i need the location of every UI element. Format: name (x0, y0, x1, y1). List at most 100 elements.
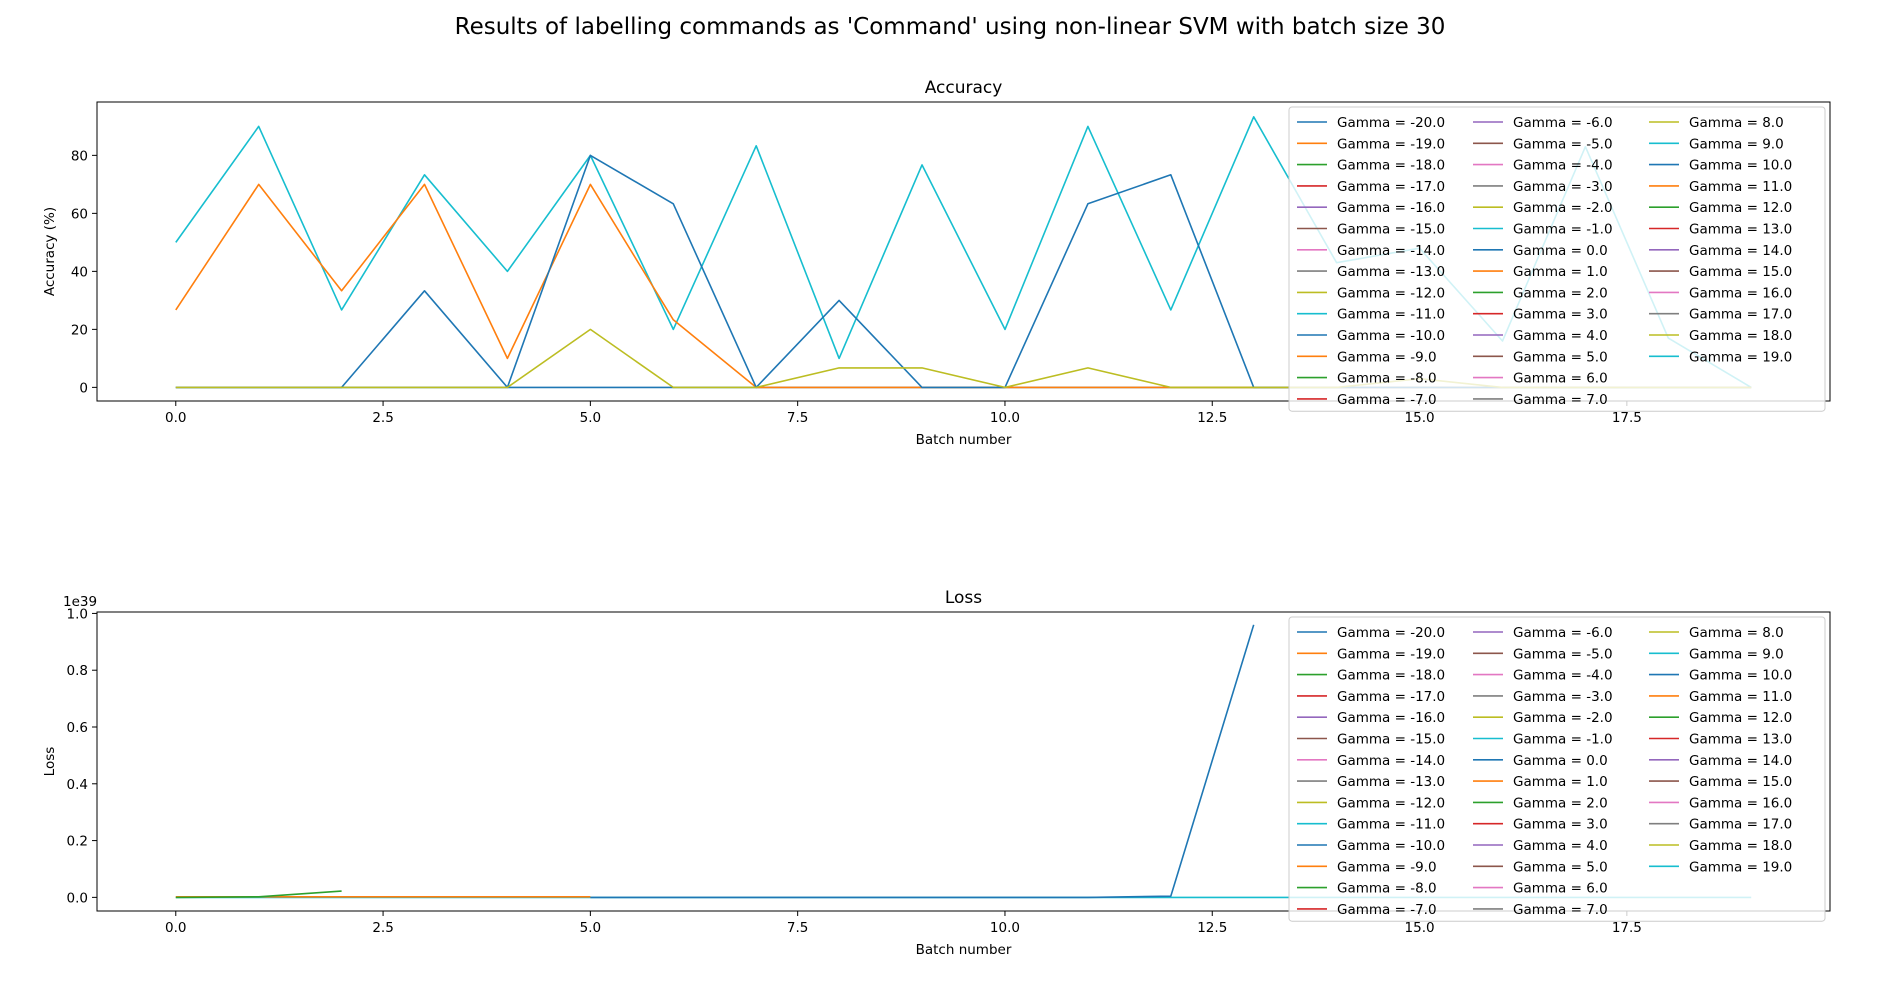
legend-entry: Gamma = -3.0 (1513, 689, 1613, 705)
x-tick-label: 15.0 (1405, 410, 1435, 426)
x-tick-label: 10.0 (990, 920, 1020, 936)
legend-entry: Gamma = -20.0 (1337, 115, 1445, 131)
legend-box (1288, 106, 1826, 412)
x-tick-label: 0.0 (165, 410, 186, 426)
plot-frame (96, 611, 1831, 912)
legend-entry: Gamma = 16.0 (1689, 795, 1792, 811)
legend-entry: Gamma = -7.0 (1337, 902, 1437, 918)
x-tick-label: 2.5 (372, 410, 393, 426)
x-axis-label: Batch number (916, 942, 1012, 958)
legend-entry: Gamma = 3.0 (1513, 307, 1608, 323)
legend-entry: Gamma = 5.0 (1513, 349, 1608, 365)
plot-frame (96, 101, 1831, 402)
legend-entry: Gamma = 10.0 (1689, 158, 1792, 174)
legend-entry: Gamma = -1.0 (1513, 732, 1613, 748)
legend-entry: Gamma = -8.0 (1337, 881, 1437, 897)
legend-entry: Gamma = 4.0 (1513, 838, 1608, 854)
x-tick-label: 7.5 (787, 410, 808, 426)
legend-entry: Gamma = -2.0 (1513, 200, 1613, 216)
x-tick-label: 2.5 (372, 920, 393, 936)
legend-entry: Gamma = -6.0 (1513, 625, 1613, 641)
legend-entry: Gamma = -16.0 (1337, 710, 1445, 726)
series-line-gamma-10-0 (590, 624, 1255, 899)
legend-entry: Gamma = -1.0 (1513, 222, 1613, 238)
chart-title: Accuracy (925, 78, 1003, 98)
x-tick-label: 15.0 (1405, 920, 1435, 936)
legend-entry: Gamma = 9.0 (1689, 136, 1784, 152)
legend-entry: Gamma = 8.0 (1689, 625, 1784, 641)
x-tick-label: 0.0 (165, 920, 186, 936)
y-tick-label: 1.0 (67, 606, 88, 622)
legend-entry: Gamma = -15.0 (1337, 732, 1445, 748)
legend-entry: Gamma = -12.0 (1337, 285, 1445, 301)
chart-title: Loss (945, 588, 982, 608)
legend-entry: Gamma = -9.0 (1337, 859, 1437, 875)
y-tick-label: 0.2 (67, 834, 88, 850)
y-tick-label: 20 (71, 322, 88, 338)
legend-entry: Gamma = -12.0 (1337, 795, 1445, 811)
legend-entry: Gamma = 18.0 (1689, 838, 1792, 854)
legend-entry: Gamma = 0.0 (1513, 753, 1608, 769)
legend-entry: Gamma = 5.0 (1513, 859, 1608, 875)
legend-entry: Gamma = -16.0 (1337, 200, 1445, 216)
legend-entry: Gamma = -8.0 (1337, 371, 1437, 387)
legend-entry: Gamma = 6.0 (1513, 371, 1608, 387)
legend-entry: Gamma = -10.0 (1337, 328, 1445, 344)
legend-entry: Gamma = -19.0 (1337, 646, 1445, 662)
legend-entry: Gamma = 3.0 (1513, 817, 1608, 833)
legend-entry: Gamma = 1.0 (1513, 774, 1608, 790)
legend-entry: Gamma = 15.0 (1689, 774, 1792, 790)
legend-entry: Gamma = 18.0 (1689, 328, 1792, 344)
y-offset-label: 1e39 (63, 594, 97, 610)
x-tick-label: 17.5 (1612, 410, 1642, 426)
legend-entry: Gamma = -18.0 (1337, 668, 1445, 684)
figure-title: Results of labelling commands as 'Comman… (454, 14, 1446, 40)
legend-entry: Gamma = -11.0 (1337, 307, 1445, 323)
legend-entry: Gamma = 14.0 (1689, 243, 1792, 259)
legend-entry: Gamma = -18.0 (1337, 158, 1445, 174)
legend-entry: Gamma = 19.0 (1689, 349, 1792, 365)
y-tick-label: 0.8 (67, 663, 88, 679)
chart-panel-accuracy: Accuracy 0.0 2.5 5.0 7.5 10.0 12.5 15.0 17.5 0 20 4… (42, 78, 1831, 448)
legend-entry: Gamma = 10.0 (1689, 668, 1792, 684)
legend-entry: Gamma = 17.0 (1689, 307, 1792, 323)
legend-entry: Gamma = 2.0 (1513, 285, 1608, 301)
legend-entry: Gamma = 7.0 (1513, 902, 1608, 918)
y-tick-label: 0.0 (67, 890, 88, 906)
x-tick-label: 12.5 (1197, 920, 1227, 936)
y-tick-label: 80 (71, 148, 88, 164)
legend-entry: Gamma = -9.0 (1337, 349, 1437, 365)
series-line-gamma-8-0 (175, 890, 342, 899)
x-tick-label: 10.0 (990, 410, 1020, 426)
legend-entry: Gamma = 13.0 (1689, 732, 1792, 748)
legend-entry: Gamma = -6.0 (1513, 115, 1613, 131)
legend-entry: Gamma = -7.0 (1337, 392, 1437, 408)
legend-entry: Gamma = -2.0 (1513, 710, 1613, 726)
legend-entry: Gamma = -20.0 (1337, 625, 1445, 641)
legend-entry: Gamma = -3.0 (1513, 179, 1613, 195)
y-tick-label: 0.6 (67, 720, 88, 736)
legend-entry: Gamma = -13.0 (1337, 774, 1445, 790)
chart-panel-loss: Loss 0.0 2.5 5.0 7.5 10.0 12.5 15.0 17.5 0.0 0.2 0.… (42, 588, 1831, 958)
legend-entry: Gamma = -4.0 (1513, 158, 1613, 174)
legend-entry: Gamma = 0.0 (1513, 243, 1608, 259)
legend-entry: Gamma = -5.0 (1513, 646, 1613, 662)
x-tick-label: 5.0 (580, 410, 601, 426)
y-axis-label: Loss (42, 747, 58, 777)
legend-entry: Gamma = 11.0 (1689, 179, 1792, 195)
legend-entry: Gamma = 2.0 (1513, 795, 1608, 811)
legend-entry: Gamma = 16.0 (1689, 285, 1792, 301)
legend-entry: Gamma = 19.0 (1689, 859, 1792, 875)
legend-entry: Gamma = -11.0 (1337, 817, 1445, 833)
legend-entry: Gamma = 15.0 (1689, 264, 1792, 280)
legend: Gamma = -20.0 Gamma = -19.0 Gamma = -18.0 G… (1288, 106, 1826, 412)
legend-entry: Gamma = -4.0 (1513, 668, 1613, 684)
legend-entry: Gamma = 9.0 (1689, 646, 1784, 662)
legend-entry: Gamma = 6.0 (1513, 881, 1608, 897)
legend-entry: Gamma = 17.0 (1689, 817, 1792, 833)
legend-entry: Gamma = -5.0 (1513, 136, 1613, 152)
legend-entry: Gamma = 1.0 (1513, 264, 1608, 280)
legend-entry: Gamma = -15.0 (1337, 222, 1445, 238)
legend-entry: Gamma = -14.0 (1337, 753, 1445, 769)
